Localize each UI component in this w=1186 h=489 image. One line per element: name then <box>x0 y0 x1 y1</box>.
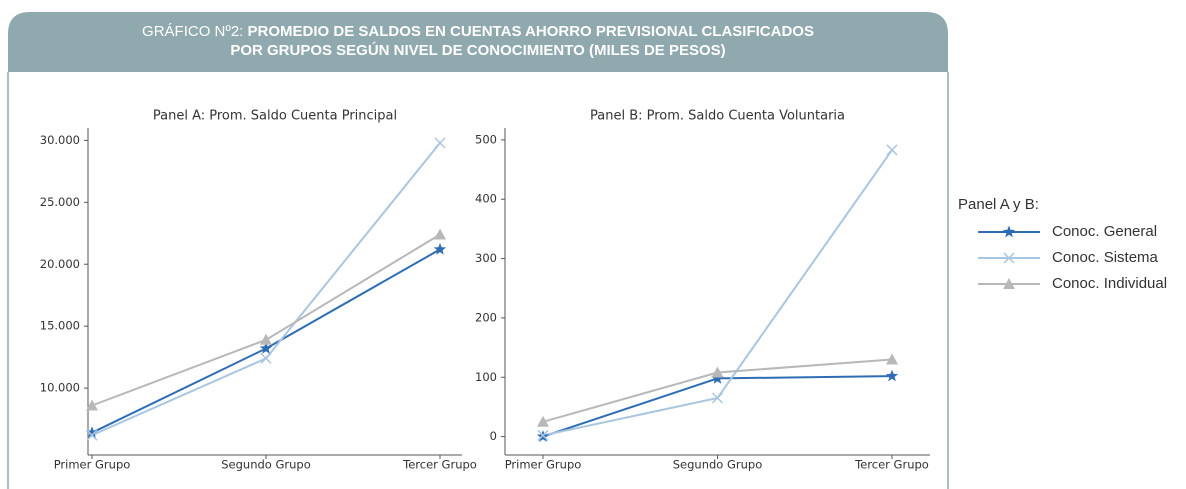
y-tick-label: 0 <box>490 429 497 443</box>
x-tick-label: Tercer Grupo <box>402 458 477 472</box>
marker <box>886 353 898 365</box>
header-title: PROMEDIO DE SALDOS EN CUENTAS AHORRO PRE… <box>248 23 814 40</box>
x-tick-label: Segundo Grupo <box>673 458 763 472</box>
y-tick-label: 100 <box>475 370 497 384</box>
legend-marker <box>1003 252 1015 264</box>
legend-marker <box>1003 278 1015 289</box>
x-tick-label: Primer Grupo <box>54 458 131 472</box>
header-title: POR GRUPOS SEGÚN NIVEL DE CONOCIMIENTO (… <box>230 41 725 59</box>
y-tick-label: 30.000 <box>40 133 80 147</box>
marker <box>85 426 99 438</box>
y-tick-label: 200 <box>475 310 497 324</box>
marker <box>886 144 898 156</box>
marker <box>86 429 98 441</box>
x-tick-label: Segundo Grupo <box>221 458 311 472</box>
marker <box>86 399 98 411</box>
series-line <box>542 149 893 437</box>
panel-title: Panel B: Prom. Saldo Cuenta Voluntaria <box>590 109 845 124</box>
series-line <box>91 233 441 407</box>
legend-label: Conoc. Individual <box>1052 275 1167 292</box>
legend-label: Conoc. General <box>1052 223 1157 240</box>
marker <box>537 429 549 441</box>
header-line-1: GRÁFICO Nº2: PROMEDIO DE SALDOS EN CUENT… <box>142 23 814 40</box>
header-band <box>8 12 948 72</box>
marker <box>711 392 724 404</box>
legend-marker <box>1002 225 1016 238</box>
y-tick-label: 15.000 <box>40 319 80 333</box>
x-tick-label: Primer Grupo <box>505 458 582 472</box>
marker <box>259 342 273 354</box>
y-tick-label: 400 <box>475 192 497 206</box>
legend-label: Conoc. Sistema <box>1052 249 1159 266</box>
y-tick-label: 25.000 <box>40 195 80 209</box>
panel-title: Panel A: Prom. Saldo Cuenta Principal <box>153 109 397 124</box>
y-tick-label: 300 <box>475 251 497 265</box>
marker <box>434 228 446 240</box>
x-tick-label: Tercer Grupo <box>854 458 929 472</box>
marker <box>711 371 724 384</box>
y-tick-label: 500 <box>475 132 497 146</box>
marker <box>433 242 447 255</box>
header-label: GRÁFICO Nº2: <box>142 23 243 40</box>
y-tick-label: 10.000 <box>40 381 80 395</box>
legend-title: Panel A y B: <box>958 196 1039 213</box>
y-tick-label: 20.000 <box>40 257 80 271</box>
series-line <box>91 142 441 437</box>
marker <box>885 369 899 382</box>
marker <box>537 415 549 427</box>
frame <box>7 72 949 489</box>
marker <box>260 333 272 345</box>
marker <box>260 352 272 364</box>
marker <box>434 137 446 149</box>
marker <box>711 366 724 378</box>
